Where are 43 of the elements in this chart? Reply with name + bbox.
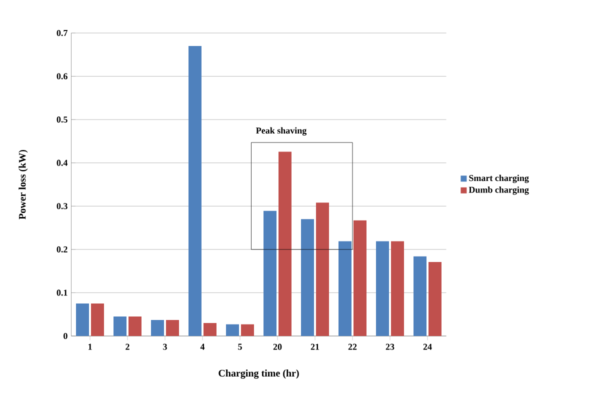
- x-tick-label: 3: [163, 344, 167, 350]
- annotation: Peak shaving: [256, 127, 307, 136]
- bar: [376, 241, 390, 336]
- bar: [264, 210, 276, 336]
- bar: [391, 241, 404, 336]
- bar: [204, 323, 216, 336]
- bar: [76, 304, 89, 336]
- y-tick-label: 0.3: [56, 203, 68, 210]
- x-tick-label: 1: [88, 344, 92, 350]
- bar: [278, 152, 292, 336]
- bar: [128, 316, 142, 336]
- bar: [166, 320, 179, 336]
- bar: [91, 304, 104, 336]
- legend-label: Dumb charging: [468, 186, 529, 195]
- y-tick-label: 0.5: [56, 116, 68, 123]
- x-tick-label: 5: [238, 344, 242, 350]
- x-tick-label: 23: [386, 344, 394, 350]
- bar: [414, 256, 427, 336]
- legend-label: Smart charging: [469, 174, 529, 183]
- y-tick-label: 0.4: [56, 160, 68, 166]
- bar: [241, 324, 254, 336]
- y-tick-label: 0.7: [56, 30, 68, 36]
- x-tick-label: 24: [423, 344, 432, 350]
- bar: [301, 219, 314, 336]
- bar: [151, 320, 164, 336]
- bar: [316, 202, 330, 336]
- x-tick-label: 2: [126, 344, 130, 350]
- bar: [114, 316, 126, 336]
- bar: [226, 324, 240, 336]
- x-tick-label: 4: [200, 344, 205, 350]
- x-tick-label: 20: [273, 344, 282, 350]
- x-tick-label: 21: [310, 344, 320, 350]
- bar: [338, 241, 352, 336]
- y-tick-label: 0.6: [56, 73, 68, 80]
- y-axis-title: Power loss (kW): [18, 150, 28, 220]
- y-tick-label: 0: [64, 332, 68, 340]
- y-tick-label: 0.1: [56, 290, 68, 296]
- y-tick-label: 0.2: [56, 246, 68, 252]
- x-tick-label: 22: [348, 344, 357, 350]
- bar: [188, 46, 202, 336]
- x-axis-title: Charging time (hr): [218, 370, 299, 379]
- bar: [354, 220, 367, 336]
- bar: [428, 262, 442, 336]
